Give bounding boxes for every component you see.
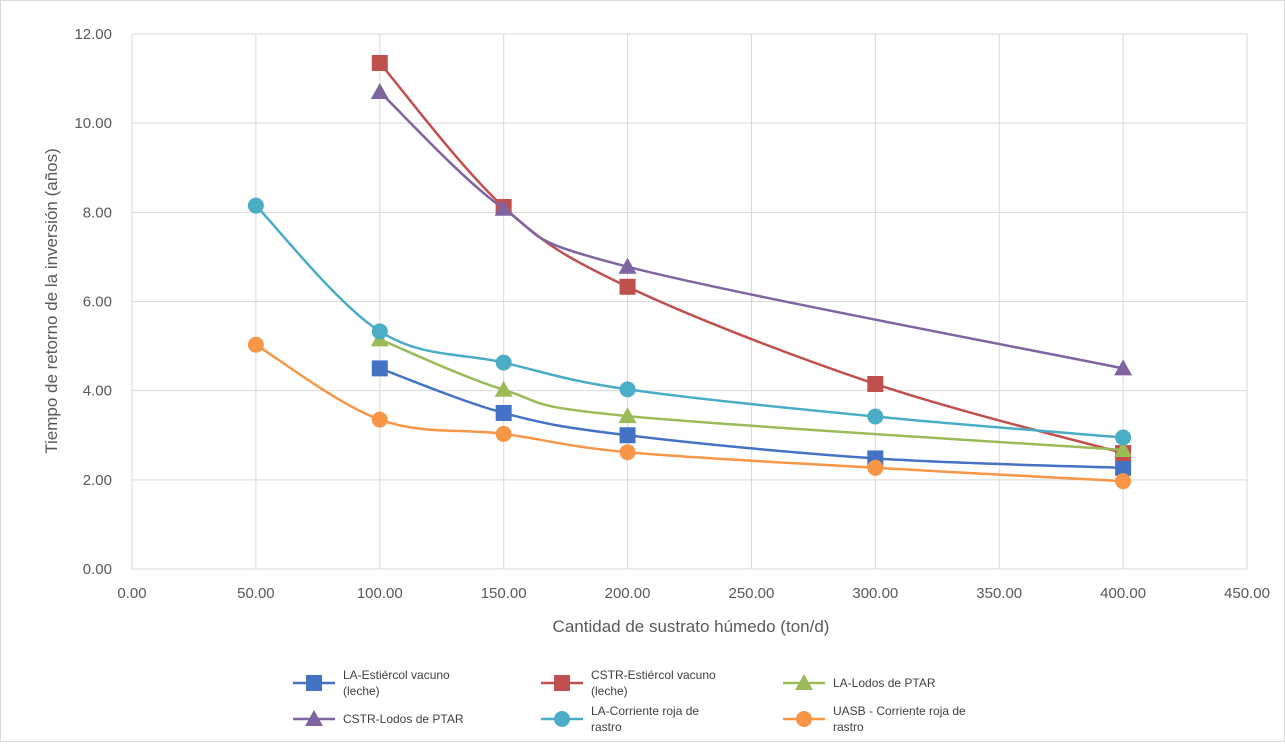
x-tick-label: 350.00: [976, 585, 1022, 602]
y-tick-label: 12.00: [74, 26, 112, 43]
legend-marker: [305, 710, 323, 726]
legend-marker: [796, 711, 812, 727]
x-tick-label: 50.00: [237, 585, 275, 602]
x-axis-label: Cantidad de sustrato húmedo (ton/d): [553, 617, 830, 636]
data-point: [371, 323, 388, 340]
legend-marker: [795, 674, 813, 690]
data-point: [247, 336, 264, 353]
series-group: [247, 54, 1133, 490]
x-tick-labels: 0.00 50.00 100.00 150.00 200.00 250.00 300.00 3…: [117, 585, 1270, 602]
data-point: [867, 375, 884, 392]
legend-item: UASB - Corriente roja de rastro: [783, 704, 966, 734]
x-tick-label: 250.00: [728, 585, 774, 602]
legend-label: LA-Corriente roja de: [591, 704, 699, 718]
x-tick-label: 200.00: [605, 585, 651, 602]
data-point: [1115, 459, 1132, 476]
data-point: [247, 197, 264, 214]
x-tick-label: 100.00: [357, 585, 403, 602]
data-point: [619, 278, 636, 295]
data-point: [619, 427, 636, 444]
series-line: [378, 91, 1124, 370]
legend-label: LA-Lodos de PTAR: [833, 676, 936, 690]
data-point: [494, 380, 513, 397]
x-tick-label: 450.00: [1224, 585, 1270, 602]
y-tick-label: 8.00: [83, 204, 112, 221]
data-point: [371, 411, 388, 428]
legend-item: LA-Estiércol vacuno (leche): [293, 668, 450, 698]
legend-label: CSTR-Estiércol vacuno: [591, 668, 716, 682]
legend-marker: [554, 711, 570, 727]
y-axis-label: Tiempo de retorno de la inversión (años): [42, 148, 61, 454]
data-point: [1115, 473, 1132, 490]
series-4: [247, 197, 1132, 446]
data-point: [494, 199, 513, 216]
series-3: [370, 82, 1133, 376]
legend: LA-Estiércol vacuno(leche)CSTR-Estiércol…: [293, 668, 966, 734]
data-point: [618, 407, 637, 424]
data-point: [370, 82, 389, 99]
legend-label: rastro: [591, 720, 622, 734]
data-point: [1114, 440, 1133, 457]
legend-label: rastro: [833, 720, 864, 734]
legend-item: CSTR-Lodos de PTAR: [293, 710, 464, 726]
data-point: [495, 354, 512, 371]
y-tick-label: 2.00: [83, 472, 112, 489]
data-point: [371, 360, 388, 377]
data-point: [619, 381, 636, 398]
legend-label: CSTR-Lodos de PTAR: [343, 712, 464, 726]
gridlines: [131, 33, 1248, 570]
series-line: [379, 367, 1124, 470]
x-tick-label: 300.00: [852, 585, 898, 602]
series-2: [370, 330, 1133, 457]
series-line: [254, 204, 1124, 439]
x-tick-label: 150.00: [481, 585, 527, 602]
legend-item: LA-Corriente roja de rastro: [541, 704, 699, 734]
y-tick-label: 0.00: [83, 561, 112, 578]
series-5: [247, 336, 1132, 490]
series-line: [379, 338, 1124, 452]
legend-item: CSTR-Estiércol vacuno (leche): [541, 668, 716, 698]
legend-label: UASB - Corriente roja de: [833, 704, 966, 718]
data-point: [619, 444, 636, 461]
legend-marker: [554, 675, 570, 691]
x-tick-label: 0.00: [117, 585, 146, 602]
legend-marker: [306, 675, 322, 691]
data-point: [495, 425, 512, 442]
data-point: [1114, 359, 1133, 376]
data-point: [867, 459, 884, 476]
data-point: [867, 408, 884, 425]
legend-label: (leche): [591, 684, 628, 698]
legend-item: LA-Lodos de PTAR: [783, 674, 936, 690]
x-tick-label: 400.00: [1100, 585, 1146, 602]
data-point: [1115, 429, 1132, 446]
legend-label: (leche): [343, 684, 380, 698]
data-point: [618, 257, 637, 274]
series-line: [378, 62, 1124, 455]
legend-label: LA-Estiércol vacuno: [343, 668, 450, 682]
y-tick-label: 10.00: [74, 115, 112, 132]
y-tick-label: 4.00: [83, 383, 112, 400]
y-tick-labels: 0.00 2.00 4.00 6.00 8.00 10.00 12.00: [74, 26, 112, 578]
y-tick-label: 6.00: [83, 294, 112, 311]
data-point: [495, 404, 512, 421]
series-line: [255, 343, 1124, 483]
data-point: [371, 54, 388, 71]
